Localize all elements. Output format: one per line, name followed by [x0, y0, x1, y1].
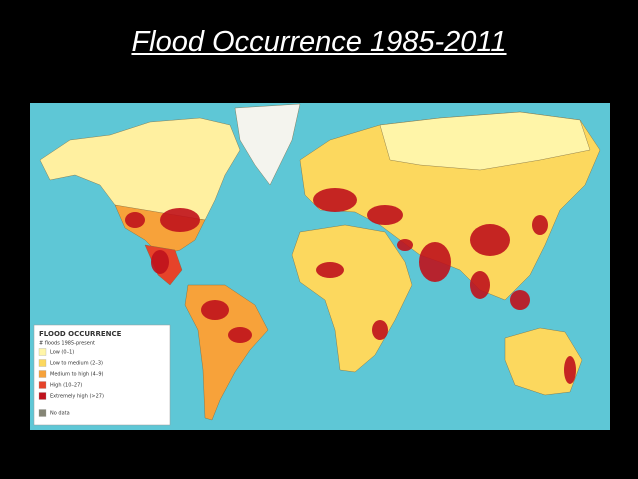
legend-title: FLOOD OCCURRENCE	[39, 330, 122, 338]
legend-label: No data	[50, 411, 70, 417]
legend-label: Low to medium (2–3)	[50, 361, 103, 367]
legend-label: Medium to high (4–9)	[50, 372, 103, 378]
legend-label: Low (0–1)	[50, 350, 74, 356]
high-flood-areas	[125, 188, 576, 384]
legend-subtitle: # floods 1985-present	[39, 341, 95, 347]
legend-label: High (10–27)	[50, 383, 82, 389]
legend-swatch	[38, 409, 47, 417]
legend-swatch	[38, 381, 47, 389]
legend-swatch	[38, 392, 47, 400]
legend-swatch	[38, 348, 47, 356]
slide-title: Flood Occurrence 1985-2011	[131, 26, 507, 58]
legend-items: Low (0–1) Low to medium (2–3) Medium to hi…	[38, 348, 104, 417]
legend-label: Extremely high (>27)	[50, 394, 104, 400]
legend-box	[33, 324, 171, 426]
legend-swatch	[38, 359, 47, 367]
legend-swatch	[38, 370, 47, 378]
